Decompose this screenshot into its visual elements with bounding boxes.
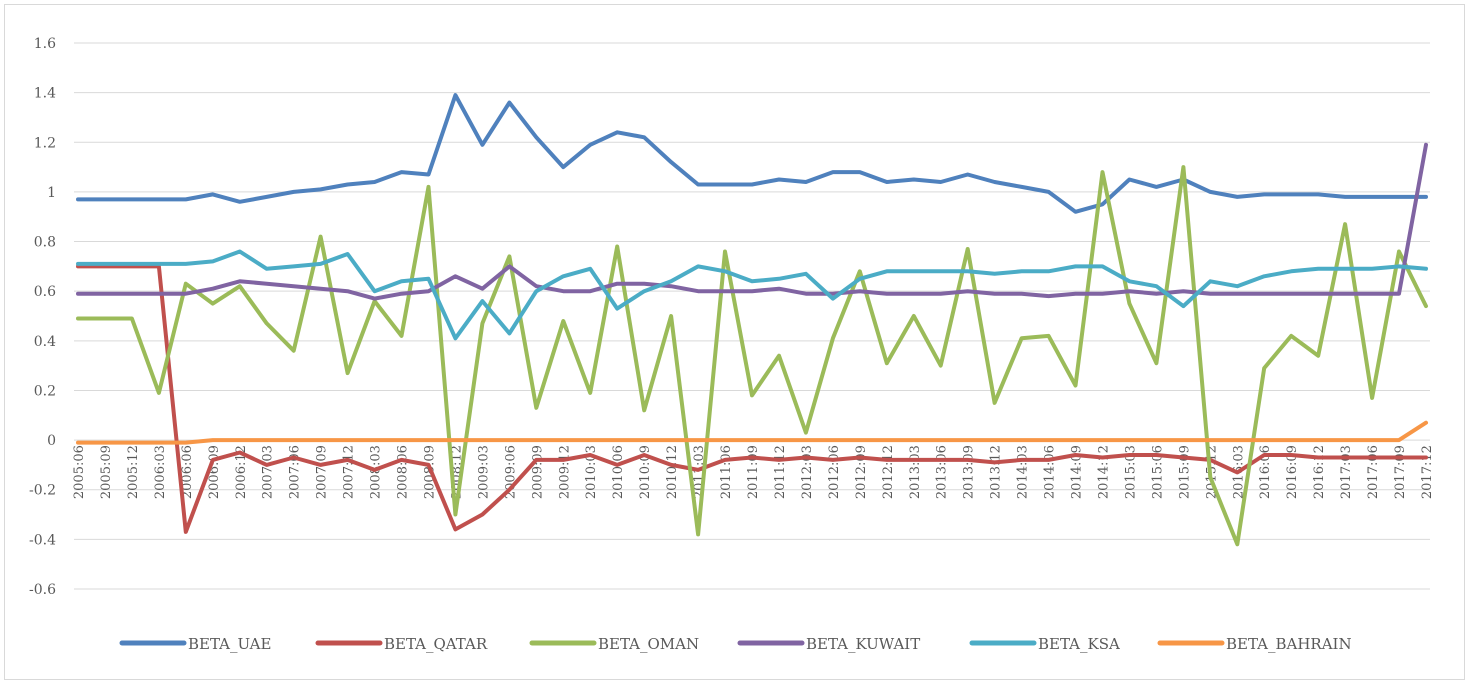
x-tick-label: 2008:06: [396, 445, 411, 499]
x-tick-label: 2005:09: [99, 445, 114, 499]
x-tick-label: 2009:09: [530, 445, 545, 499]
x-tick-label: 2010:06: [611, 445, 626, 499]
y-tick-label: 1.2: [34, 135, 56, 151]
legend-label: BETA_QATAR: [384, 635, 488, 653]
y-tick-label: 0: [47, 433, 56, 449]
y-tick-label: 1.4: [34, 86, 56, 102]
legend-label: BETA_UAE: [188, 635, 271, 653]
x-tick-label: 2005:12: [126, 445, 141, 499]
y-tick-label: 0.8: [34, 235, 56, 251]
series-line-beta-kuwait: [76, 142, 1428, 301]
gridlines: [74, 42, 1430, 590]
x-tick-label: 2017:06: [1366, 445, 1381, 499]
series-line-beta-ksa: [76, 249, 1428, 341]
x-tick-label: 2005:06: [72, 445, 87, 499]
x-tick-label: 2014:12: [1096, 445, 1111, 499]
x-tick-label: 2006:12: [234, 445, 249, 499]
x-tick-label: 2008:03: [369, 445, 384, 499]
x-tick-label: 2007:12: [342, 445, 357, 499]
series-line-beta-oman: [76, 165, 1428, 547]
y-tick-label: -0.4: [29, 532, 56, 548]
y-tick-label: 0.4: [34, 334, 56, 350]
x-tick-label: 2011:09: [746, 445, 761, 499]
y-tick-label: 1.6: [34, 36, 56, 52]
y-tick-label: -0.6: [29, 582, 56, 598]
series-line-beta-qatar: [76, 264, 1428, 534]
legend: BETA_UAE BETA_QATAR BETA_OMAN BETA_KUWAIT BE…: [119, 635, 1352, 653]
series-lines: [76, 93, 1428, 547]
x-tick-label: 2017:09: [1393, 445, 1408, 499]
y-tick-label: 0.6: [34, 284, 56, 300]
series-line-beta-uae: [76, 93, 1428, 214]
legend-label: BETA_KSA: [1038, 635, 1120, 653]
x-tick-label: 2012:12: [881, 445, 896, 499]
x-tick-label: 2014:06: [1043, 445, 1058, 499]
x-tick-label: 2010:12: [665, 445, 680, 499]
x-tick-label: 2013:12: [989, 445, 1004, 499]
x-tick-label: 2011:06: [719, 445, 734, 499]
x-tick-label: 2013:03: [908, 445, 923, 499]
x-tick-label: 2007:03: [261, 445, 276, 499]
x-tick-label: 2013:06: [935, 445, 950, 499]
legend-label: BETA_KUWAIT: [806, 635, 920, 653]
y-axis-ticks: -0.6 -0.4 -0.2 0 0.2 0.4 0.6 0.8 1 1.2 1.4 1.6: [29, 36, 56, 598]
y-tick-label: 1: [47, 185, 56, 201]
x-tick-label: 2012:09: [854, 445, 869, 499]
x-tick-label: 2007:06: [288, 445, 303, 499]
x-tick-label: 2006:03: [153, 445, 168, 499]
x-tick-label: 2015:09: [1177, 445, 1192, 499]
x-tick-label: 2009:03: [476, 445, 491, 499]
x-tick-label: 2009:12: [557, 445, 572, 499]
x-tick-label: 2015:03: [1123, 445, 1138, 499]
x-tick-label: 2016:12: [1312, 445, 1327, 499]
x-tick-label: 2012:06: [827, 445, 842, 499]
x-tick-label: 2012:03: [800, 445, 815, 499]
x-tick-label: 2010:03: [584, 445, 599, 499]
x-tick-label: 2013:09: [962, 445, 977, 499]
x-tick-label: 2016:09: [1285, 445, 1300, 499]
x-tick-label: 2014:03: [1016, 445, 1031, 499]
x-tick-label: 2007:09: [315, 445, 330, 499]
chart-frame: [4, 4, 1465, 680]
legend-label: BETA_OMAN: [598, 635, 699, 653]
y-tick-label: 0.2: [34, 383, 56, 399]
x-tick-label: 2017:12: [1420, 445, 1435, 499]
y-tick-label: -0.2: [29, 483, 56, 499]
x-tick-label: 2011:12: [773, 445, 788, 499]
x-tick-label: 2014:09: [1070, 445, 1085, 499]
series-line-beta-bahrain: [76, 420, 1428, 445]
legend-label: BETA_BAHRAIN: [1226, 635, 1352, 653]
x-tick-label: 2006:06: [180, 445, 195, 499]
x-tick-label: 2010:09: [638, 445, 653, 499]
x-tick-label: 2017:03: [1339, 445, 1354, 499]
x-tick-label: 2015:06: [1150, 445, 1165, 499]
x-axis-ticks: 2005:06 2005:09 2005:12 2006:03 2006:06 2006:…: [72, 445, 1435, 499]
